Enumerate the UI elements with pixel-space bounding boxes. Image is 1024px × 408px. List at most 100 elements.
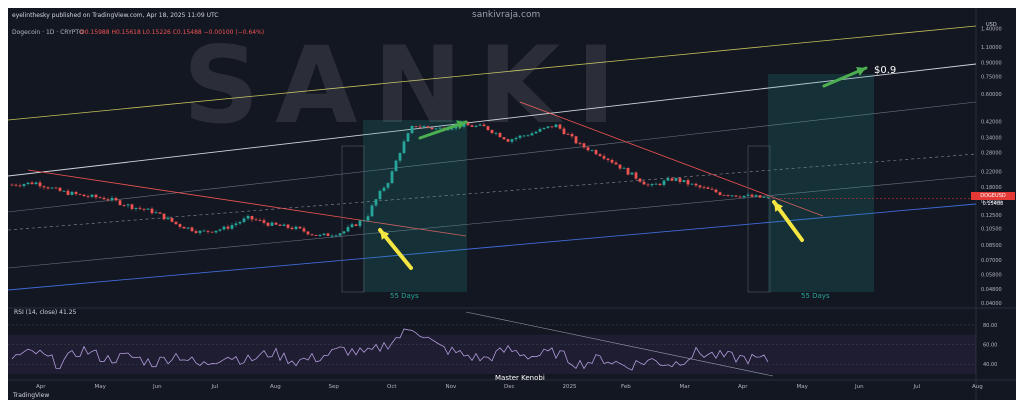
price-tick-label: 0.22000 — [981, 169, 1002, 175]
candle-body — [350, 224, 354, 228]
candle-body — [338, 233, 342, 236]
candle-body — [466, 123, 470, 126]
candle-body — [214, 230, 218, 233]
currency-label: USD — [986, 22, 997, 28]
price-tick-label: 0.12500 — [981, 213, 1002, 219]
time-tick-label: Oct — [387, 384, 397, 390]
time-tick-label: Jun — [854, 384, 864, 390]
candle-body — [170, 217, 174, 222]
candle-body — [638, 178, 642, 182]
days-box-2-outline — [747, 145, 771, 293]
rsi-title[interactable]: RSI (14, close) 41.25 — [14, 309, 77, 316]
price-tick-label: 0.60000 — [981, 92, 1002, 98]
price-tick-label: 0.05800 — [981, 272, 1002, 278]
candle-body — [478, 124, 482, 126]
candle-body — [526, 135, 530, 137]
candle-body — [582, 143, 586, 148]
candle-body — [198, 230, 202, 233]
candle-body — [394, 160, 398, 172]
candle-body — [398, 153, 402, 161]
candle-body — [58, 187, 62, 192]
candle-body — [622, 167, 626, 169]
candle-body — [586, 147, 590, 151]
candle-body — [130, 204, 134, 209]
candle-body — [418, 126, 422, 128]
candle-body — [66, 190, 70, 195]
candle-body — [486, 126, 490, 131]
red-downtrend-line-2 — [519, 101, 824, 217]
lower-channel-line — [8, 175, 977, 269]
candle-body — [226, 226, 230, 229]
candle-body — [138, 207, 142, 209]
candle-body — [290, 227, 294, 230]
candle-body — [542, 127, 546, 130]
candle-body — [270, 222, 274, 226]
candle-body — [714, 189, 718, 193]
time-tick-label: May — [95, 384, 107, 390]
candle-body — [82, 194, 86, 197]
candle-body — [62, 190, 66, 192]
candle-body — [346, 227, 350, 232]
candle-body — [118, 200, 122, 205]
price-tick-label: 0.04800 — [981, 287, 1002, 293]
candle-body — [182, 226, 186, 229]
candle-body — [402, 141, 406, 154]
candle-body — [382, 187, 386, 191]
blue-support-line — [8, 203, 977, 291]
candle-body — [98, 197, 102, 199]
candle-body — [30, 182, 34, 185]
candle-body — [298, 226, 302, 229]
candle-body — [218, 229, 222, 231]
candle-body — [10, 184, 14, 186]
candle-body — [322, 233, 326, 235]
price-tick-label: 0.75000 — [981, 75, 1002, 81]
time-tick-label: Aug — [972, 384, 983, 390]
candle-body — [470, 125, 474, 127]
candle-body — [202, 230, 206, 232]
candle-body — [706, 187, 710, 189]
green-arrow-2-head — [856, 67, 866, 76]
candle-body — [370, 205, 374, 217]
candle-body — [566, 133, 570, 135]
candle-body — [366, 216, 370, 221]
candle-body — [570, 134, 574, 137]
candle-body — [610, 159, 614, 163]
candle-body — [498, 132, 502, 138]
yellow-arrow-2-head — [774, 202, 784, 212]
tradingview-chart[interactable]: 1.40000 1.10000 0.90000 0.75000 0.60000 0.420… — [8, 8, 1016, 400]
symbol-label[interactable]: Dogecoin · 1D · CRYPTO — [12, 29, 84, 36]
time-tick-label: Apr — [36, 384, 46, 390]
chart-canvas[interactable]: 1.40000 1.10000 0.90000 0.75000 0.60000 0.420… — [8, 8, 1016, 400]
candle-body — [294, 226, 298, 230]
candle-body — [86, 196, 90, 198]
candle-body — [746, 194, 750, 196]
candle-body — [390, 171, 394, 184]
candle-body — [110, 197, 114, 200]
candle-body — [722, 194, 726, 196]
candle-body — [378, 190, 382, 200]
candle-body — [234, 223, 238, 226]
candle-body — [430, 127, 434, 130]
candle-body — [698, 185, 702, 188]
candle-body — [330, 235, 334, 237]
candle-body — [22, 184, 26, 186]
price-tick-label: 0.18000 — [981, 185, 1002, 191]
candle-body — [414, 126, 418, 127]
candle-body — [630, 172, 634, 175]
candle-body — [46, 187, 50, 189]
candle-body — [54, 187, 58, 189]
candle-body — [506, 139, 510, 142]
candle-body — [206, 230, 210, 232]
candle-body — [558, 124, 562, 129]
candle-body — [682, 180, 686, 182]
candle-body — [318, 234, 322, 236]
candle-body — [262, 220, 266, 223]
candle-body — [18, 185, 22, 187]
candle-body — [162, 213, 166, 220]
candle-body — [238, 221, 242, 224]
candle-body — [626, 167, 630, 175]
candle-body — [362, 220, 366, 222]
candle-body — [718, 192, 722, 195]
candle-body — [166, 217, 170, 220]
candle-body — [154, 212, 158, 214]
